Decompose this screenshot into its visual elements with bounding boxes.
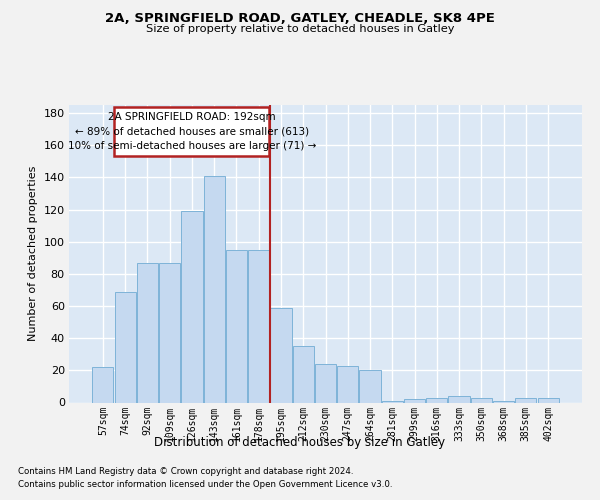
Bar [181, 211, 203, 402]
Bar [426, 398, 448, 402]
Bar [159, 262, 180, 402]
Y-axis label: Number of detached properties: Number of detached properties [28, 166, 38, 342]
Text: Size of property relative to detached houses in Gatley: Size of property relative to detached ho… [146, 24, 454, 34]
Bar [359, 370, 380, 402]
Text: 2A SPRINGFIELD ROAD: 192sqm
← 89% of detached houses are smaller (613)
10% of se: 2A SPRINGFIELD ROAD: 192sqm ← 89% of det… [68, 112, 316, 152]
Text: 2A, SPRINGFIELD ROAD, GATLEY, CHEADLE, SK8 4PE: 2A, SPRINGFIELD ROAD, GATLEY, CHEADLE, S… [105, 12, 495, 26]
Bar [448, 396, 470, 402]
Text: Contains HM Land Registry data © Crown copyright and database right 2024.: Contains HM Land Registry data © Crown c… [18, 467, 353, 476]
FancyBboxPatch shape [115, 106, 269, 156]
Bar [493, 401, 514, 402]
Bar [248, 250, 269, 402]
Bar [404, 400, 425, 402]
Bar [115, 292, 136, 403]
Bar [92, 367, 113, 402]
Bar [471, 398, 492, 402]
Bar [538, 398, 559, 402]
Bar [293, 346, 314, 403]
Bar [226, 250, 247, 402]
Text: Distribution of detached houses by size in Gatley: Distribution of detached houses by size … [154, 436, 446, 449]
Bar [137, 262, 158, 402]
Bar [203, 176, 225, 402]
Text: Contains public sector information licensed under the Open Government Licence v3: Contains public sector information licen… [18, 480, 392, 489]
Bar [315, 364, 336, 403]
Bar [382, 401, 403, 402]
Bar [515, 398, 536, 402]
Bar [337, 366, 358, 403]
Bar [271, 308, 292, 402]
